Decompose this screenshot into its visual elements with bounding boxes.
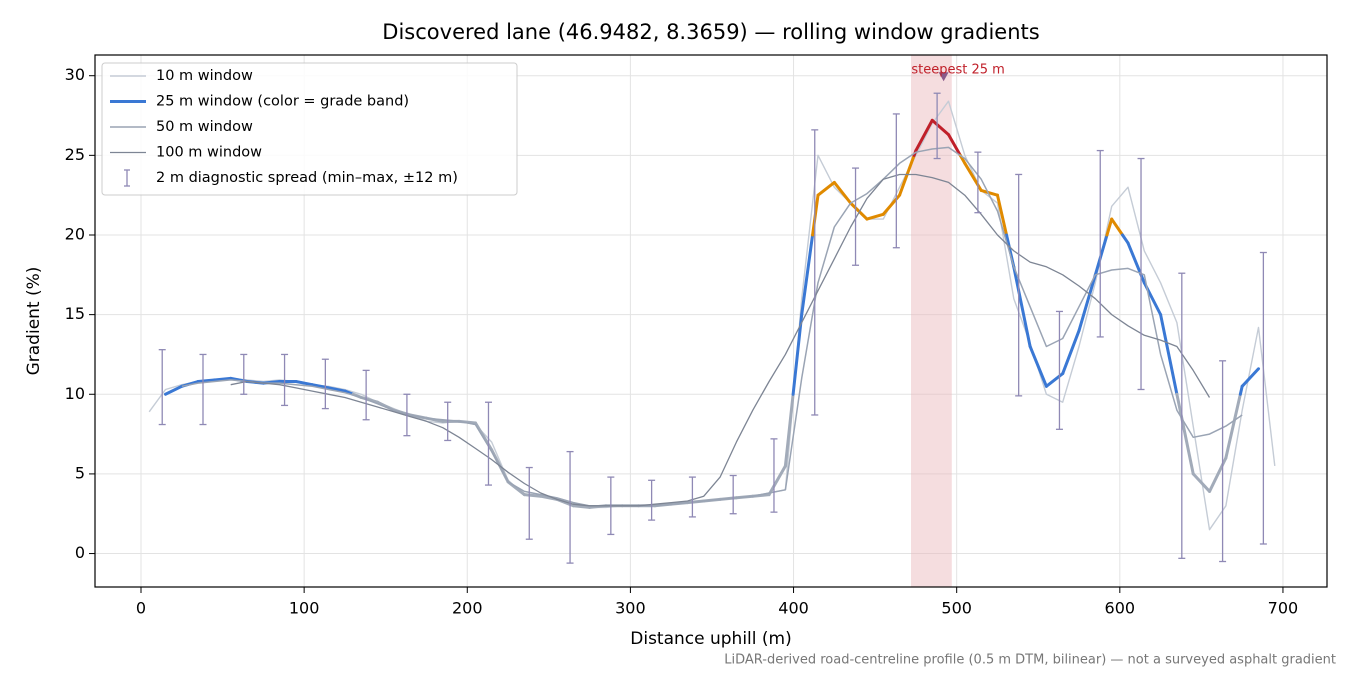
line-segment [212, 376, 233, 382]
line-segment [294, 380, 314, 387]
line-segment [995, 193, 1009, 237]
line-segment [816, 180, 836, 197]
x-tick-label: 700 [1268, 599, 1299, 618]
y-tick-label: 5 [75, 463, 85, 482]
highlight-band [911, 55, 952, 587]
x-tick-label: 200 [452, 599, 483, 618]
highlight-label: steepest 25 m [911, 63, 1004, 78]
line-segment [881, 193, 902, 216]
line-segment [865, 212, 885, 221]
line-segment [1044, 372, 1065, 388]
chart-title: Discovered lane (46.9482, 8.3659) — roll… [382, 20, 1039, 44]
line-segment [1159, 313, 1179, 396]
y-tick-label: 25 [65, 145, 85, 164]
line-segment [849, 201, 869, 221]
line-segment [1061, 329, 1081, 376]
y-tick-label: 0 [75, 543, 85, 562]
legend-label: 100 m window [156, 145, 262, 161]
line-segment [767, 464, 787, 497]
line-segment [1093, 233, 1109, 277]
line-segment [1240, 367, 1260, 388]
line-segment [1191, 472, 1212, 493]
x-tick-label: 400 [778, 599, 809, 618]
legend-label: 10 m window [156, 68, 253, 84]
line-segment [979, 188, 999, 197]
line-segment [930, 118, 951, 137]
steepest-marker [938, 72, 949, 82]
line-segment [1175, 392, 1195, 476]
line-segment [1028, 344, 1048, 388]
line-segment [1121, 233, 1130, 245]
line-segment [1105, 217, 1114, 237]
x-tick-label: 100 [289, 599, 320, 618]
line-segment [947, 133, 962, 157]
y-axis-label: Gradient (%) [24, 267, 44, 376]
line-segment [196, 378, 216, 384]
y-tick-label: 10 [65, 384, 85, 403]
line-segment [914, 118, 934, 153]
line-segment [898, 153, 916, 197]
y-tick-label: 20 [65, 224, 85, 243]
line-segment [1077, 273, 1097, 333]
legend-label: 50 m window [156, 119, 253, 135]
x-tick-label: 300 [615, 599, 646, 618]
line-segment [522, 493, 543, 498]
line-segment [1126, 241, 1146, 285]
x-tick-label: 0 [136, 599, 146, 618]
x-tick-label: 500 [941, 599, 972, 618]
line-segment [832, 180, 853, 205]
line-segment [800, 233, 815, 317]
line-segment [571, 504, 592, 509]
footnote: LiDAR-derived road-centreline profile (0… [724, 653, 1336, 668]
x-axis-label: Distance uphill (m) [630, 629, 791, 649]
x-tick-label: 600 [1105, 599, 1136, 618]
legend-label: 2 m diagnostic spread (min–max, ±12 m) [156, 170, 458, 186]
plot-frame [94, 54, 1328, 588]
legend-label: 25 m window (color = grade band) [156, 94, 409, 110]
line-segment [163, 384, 184, 396]
line-segment [1110, 217, 1125, 237]
series-line [230, 173, 1211, 507]
line-segment [783, 392, 795, 468]
series-line [181, 146, 1243, 507]
line-segment [473, 421, 494, 452]
line-segment [327, 386, 347, 393]
line-segment [791, 313, 804, 396]
line-segment [1208, 456, 1228, 493]
y-tick-label: 15 [65, 304, 85, 323]
legend-box [101, 62, 518, 196]
line-segment [1012, 265, 1032, 348]
line-segment [1224, 392, 1242, 460]
y-tick-label: 30 [65, 65, 85, 84]
